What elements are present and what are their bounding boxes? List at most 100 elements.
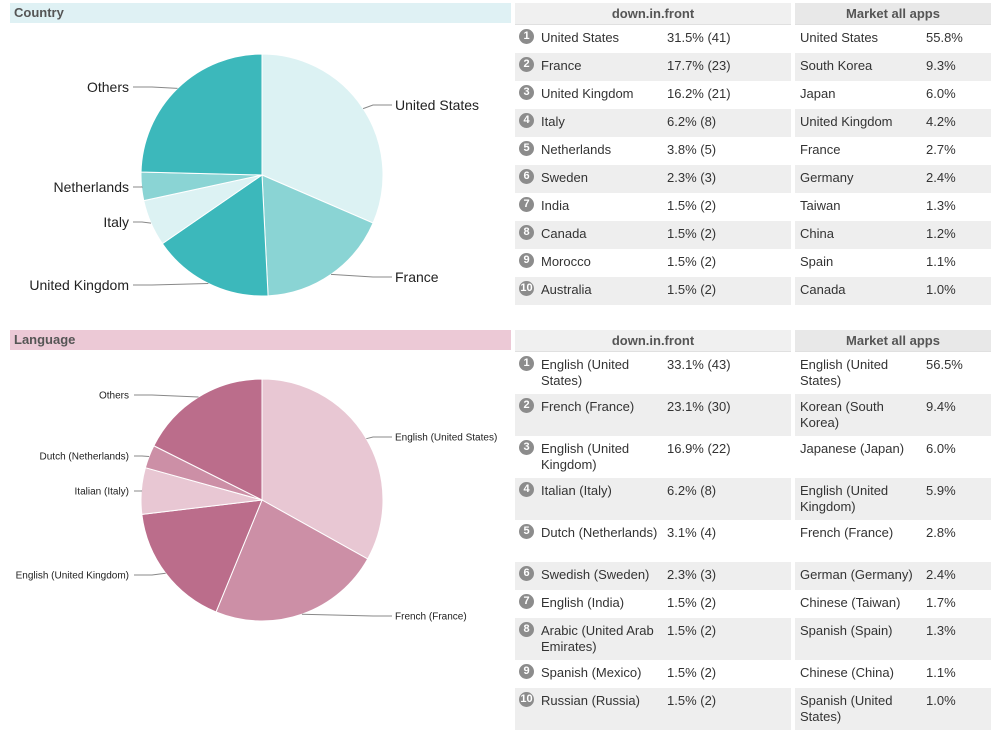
- market-row-value: 55.8%: [926, 30, 963, 46]
- market-row-value: 2.4%: [926, 567, 956, 583]
- app-row-value: 1.5% (2): [667, 254, 716, 270]
- market-row-name: English (United States): [800, 357, 918, 389]
- rank-badge: 8: [519, 225, 534, 240]
- country-pie-label: Others: [87, 79, 129, 95]
- market-row-value: 1.2%: [926, 226, 956, 242]
- language-pie-chart: English (United States) French (France) En…: [0, 350, 512, 650]
- language-pie-label: Italian (Italy): [75, 487, 129, 498]
- language-pie-leader-line: [134, 573, 166, 575]
- app-row-value: 23.1% (30): [667, 399, 731, 415]
- rank-badge: 3: [519, 85, 534, 100]
- app-row-name: Dutch (Netherlands): [541, 525, 665, 541]
- app-row-name: United States: [541, 30, 665, 46]
- rank-badge: 1: [519, 29, 534, 44]
- language-market-table-row: French (France)2.8%: [795, 520, 991, 562]
- country-pie-label: United Kingdom: [29, 277, 129, 293]
- rank-badge: 1: [519, 356, 534, 371]
- country-section-header: Country: [10, 3, 511, 23]
- app-row-value: 2.3% (3): [667, 567, 716, 583]
- language-pie-label: French (France): [395, 612, 467, 623]
- app-row-value: 2.3% (3): [667, 170, 716, 186]
- market-row-name: United States: [800, 30, 918, 46]
- app-row-value: 6.2% (8): [667, 114, 716, 130]
- market-row-value: 1.0%: [926, 693, 956, 709]
- market-row-name: South Korea: [800, 58, 918, 74]
- market-row-value: 1.0%: [926, 282, 956, 298]
- language-section-header: Language: [10, 330, 511, 350]
- rank-badge: 5: [519, 141, 534, 156]
- market-row-value: 2.7%: [926, 142, 956, 158]
- market-row-name: Japan: [800, 86, 918, 102]
- market-row-name: Canada: [800, 282, 918, 298]
- language-market-table-row: Spanish (Spain)1.3%: [795, 618, 991, 660]
- language-market-table-row: Spanish (United States) 1.0%: [795, 688, 991, 730]
- market-row-name: China: [800, 226, 918, 242]
- country-app-column-header: down.in.front: [515, 3, 791, 25]
- language-market-table-row: Korean (South Korea)9.4%: [795, 394, 991, 436]
- market-row-name: Taiwan: [800, 198, 918, 214]
- rank-badge: 8: [519, 622, 534, 637]
- market-row-name: Chinese (Taiwan): [800, 595, 918, 611]
- market-row-name: Spanish (United States): [800, 693, 918, 725]
- language-market-table-row: English (United Kingdom)5.9%: [795, 478, 991, 520]
- app-row-name: Sweden: [541, 170, 665, 186]
- rank-badge: 7: [519, 594, 534, 609]
- app-row-value: 1.5% (2): [667, 198, 716, 214]
- language-pie-label: English (United States): [395, 433, 497, 444]
- app-row-name: Italian (Italy): [541, 483, 665, 499]
- app-row-name: French (France): [541, 399, 665, 415]
- market-row-name: Chinese (China): [800, 665, 918, 681]
- app-row-name: English (United Kingdom): [541, 441, 665, 473]
- language-pie-label: English (United Kingdom): [16, 571, 129, 582]
- app-row-value: 1.5% (2): [667, 665, 716, 681]
- market-row-value: 1.1%: [926, 665, 956, 681]
- market-row-name: Korean (South Korea): [800, 399, 918, 431]
- app-row-name: Australia: [541, 282, 665, 298]
- rank-badge: 4: [519, 113, 534, 128]
- app-row-value: 3.1% (4): [667, 525, 716, 541]
- app-row-name: Canada: [541, 226, 665, 242]
- country-market-table-row: Canada 1.0%: [795, 277, 991, 305]
- rank-badge: 6: [519, 169, 534, 184]
- market-row-value: 6.0%: [926, 86, 956, 102]
- app-row-name: United Kingdom: [541, 86, 665, 102]
- market-row-name: United Kingdom: [800, 114, 918, 130]
- market-row-value: 9.3%: [926, 58, 956, 74]
- app-row-name: Russian (Russia): [541, 693, 665, 709]
- market-row-name: Spain: [800, 254, 918, 270]
- rank-badge: 2: [519, 57, 534, 72]
- market-row-value: 1.7%: [926, 595, 956, 611]
- app-row-value: 1.5% (2): [667, 282, 716, 298]
- app-row-value: 3.8% (5): [667, 142, 716, 158]
- market-row-value: 5.9%: [926, 483, 956, 499]
- app-row-value: 1.5% (2): [667, 693, 716, 709]
- language-market-table: Market all apps English (United States)5…: [795, 330, 991, 730]
- rank-badge: 7: [519, 197, 534, 212]
- country-pie-leader-line: [133, 186, 142, 187]
- app-row-name: France: [541, 58, 665, 74]
- market-row-value: 2.8%: [926, 525, 956, 541]
- language-market-table-row: Chinese (China) 1.1%: [795, 660, 991, 688]
- rank-badge: 10: [519, 692, 534, 707]
- country-pie-leader-line: [133, 284, 208, 286]
- market-row-value: 56.5%: [926, 357, 963, 373]
- country-market-table-row: Taiwan 1.3%: [795, 193, 991, 221]
- market-row-name: Germany: [800, 170, 918, 186]
- market-row-value: 1.3%: [926, 198, 956, 214]
